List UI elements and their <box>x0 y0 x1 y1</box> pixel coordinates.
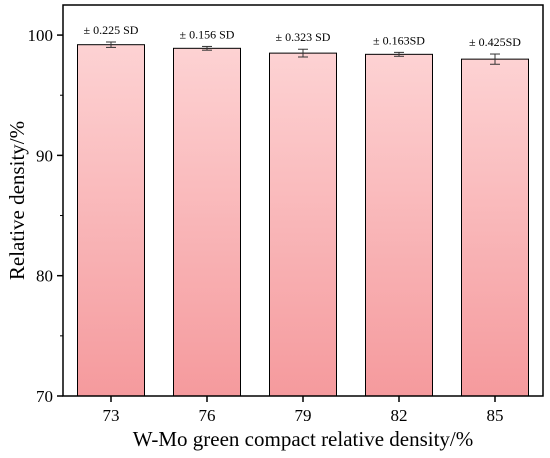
bars-layer <box>77 44 529 397</box>
sd-label-85: ± 0.425SD <box>469 35 521 49</box>
x-axis-title: W-Mo green compact relative density/% <box>133 427 474 451</box>
sd-labels-layer: ± 0.225 SD ± 0.156 SD ± 0.323 SD ± 0.163SD ±… <box>84 23 522 49</box>
y-axis: 70 80 90 100 <box>28 26 63 406</box>
sd-label-79: ± 0.323 SD <box>276 30 331 44</box>
bar-79 <box>269 52 337 397</box>
x-tick-label-73: 73 <box>103 406 120 425</box>
x-axis: 73 76 79 82 85 <box>103 396 504 425</box>
y-tick-label-100: 100 <box>28 26 54 45</box>
sd-label-73: ± 0.225 SD <box>84 23 139 37</box>
y-axis-title: Relative density/% <box>5 121 29 280</box>
x-tick-label-76: 76 <box>199 406 216 425</box>
bar-73 <box>77 44 145 397</box>
error-bars-layer <box>106 41 500 65</box>
y-tick-label-70: 70 <box>36 387 53 406</box>
bar-76 <box>173 47 241 397</box>
sd-label-76: ± 0.156 SD <box>180 27 235 41</box>
sd-label-82: ± 0.163SD <box>373 33 425 47</box>
x-tick-label-79: 79 <box>295 406 312 425</box>
bar-85 <box>461 58 529 397</box>
x-tick-label-82: 82 <box>391 406 408 425</box>
y-tick-label-90: 90 <box>36 146 53 165</box>
y-tick-label-80: 80 <box>36 267 53 286</box>
x-tick-label-85: 85 <box>487 406 504 425</box>
bar-82 <box>365 53 433 397</box>
